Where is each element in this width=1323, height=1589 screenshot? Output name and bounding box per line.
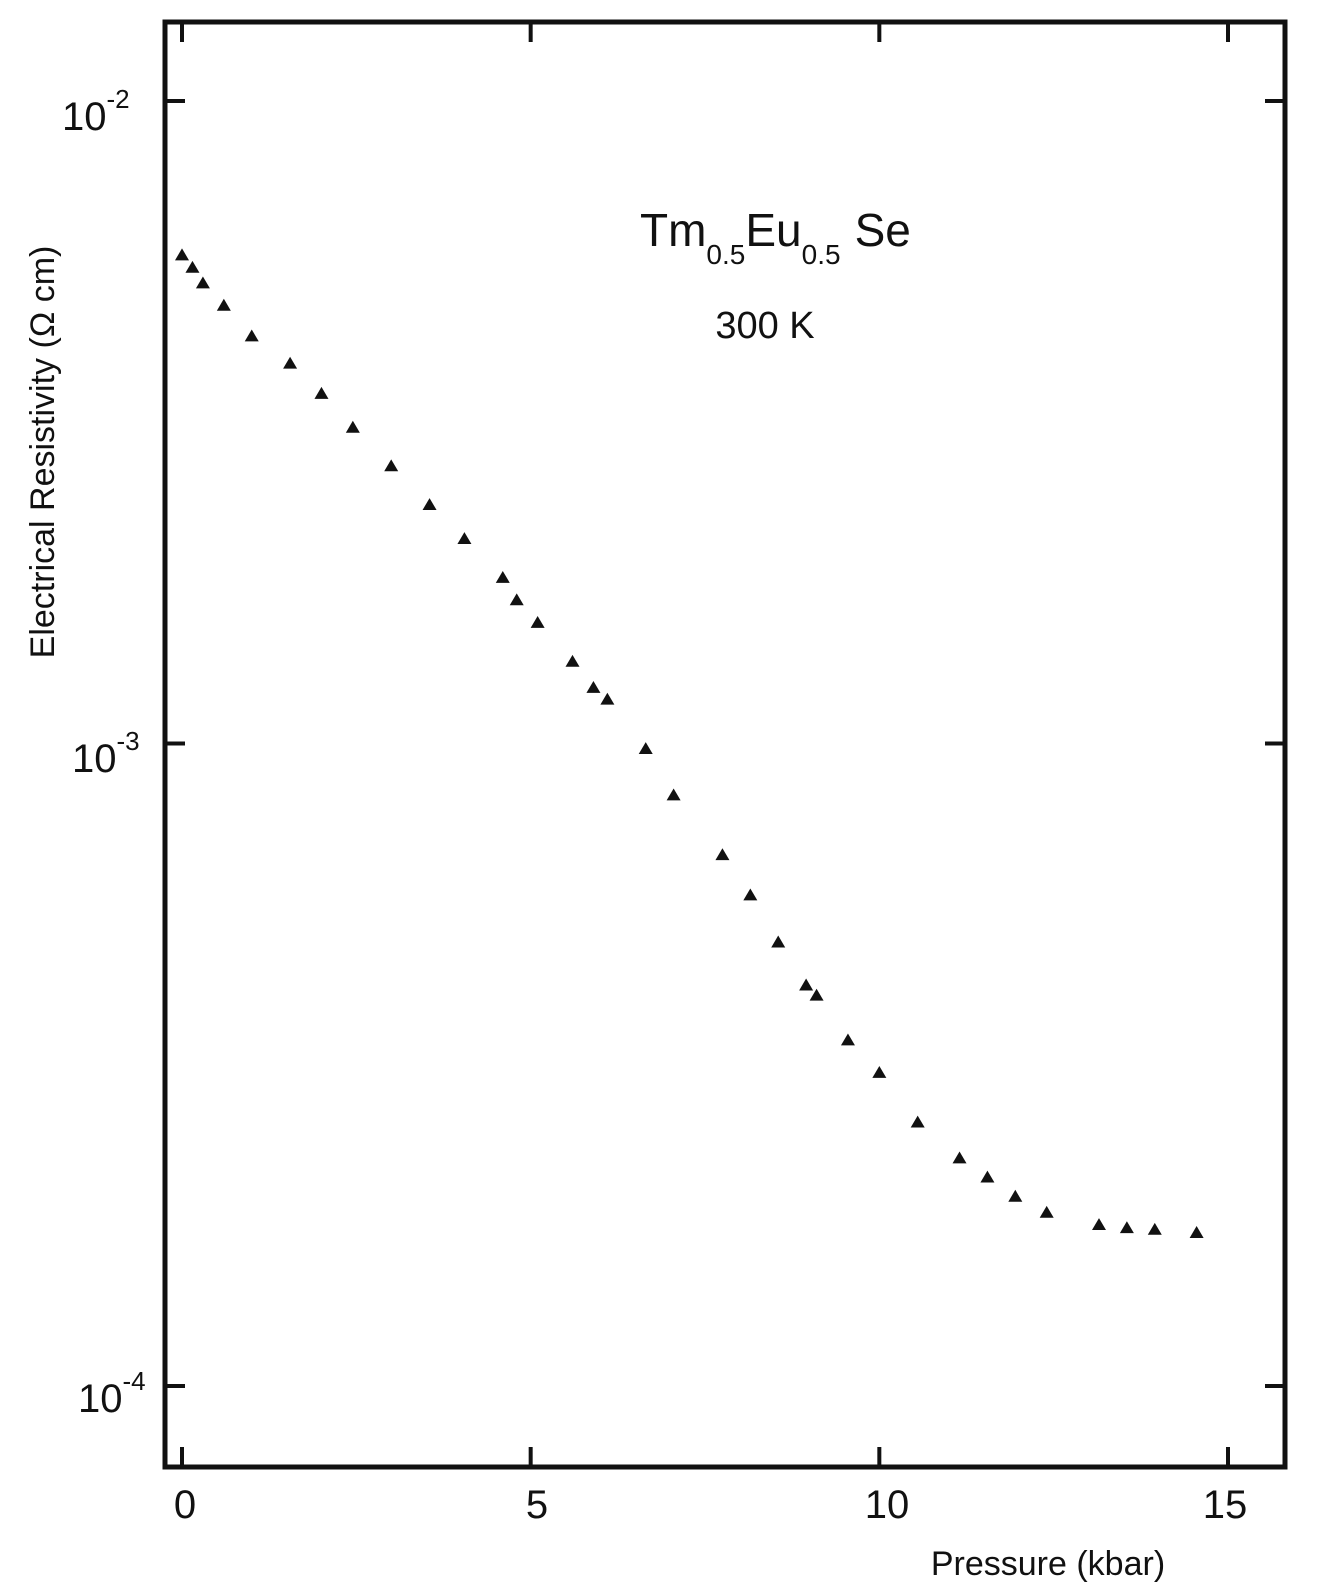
data-point xyxy=(638,742,653,755)
compound-element-tm: Tm xyxy=(640,204,706,256)
compound-subscript: 0.5 xyxy=(706,239,745,270)
data-point xyxy=(910,1115,925,1128)
compound-subscript: 0.5 xyxy=(802,239,841,270)
data-point xyxy=(457,532,472,545)
y-tick-label: 10-2 xyxy=(62,84,130,139)
data-point xyxy=(314,386,329,399)
data-points xyxy=(175,248,1204,1238)
x-tick-label: 10 xyxy=(865,1483,910,1527)
data-point xyxy=(509,593,524,606)
compound-element-se: Se xyxy=(855,204,911,256)
data-point xyxy=(1091,1218,1106,1231)
data-point xyxy=(1008,1189,1023,1202)
data-point xyxy=(586,681,601,693)
data-point xyxy=(244,329,259,342)
data-point xyxy=(666,788,681,801)
axis-ticks xyxy=(165,22,1285,1467)
data-point xyxy=(872,1066,887,1078)
data-point xyxy=(422,498,437,510)
y-tick-label: 10-4 xyxy=(78,1366,146,1421)
x-tick-label: 15 xyxy=(1203,1483,1248,1527)
compound-element-eu: Eu xyxy=(745,204,801,256)
data-point xyxy=(283,356,298,369)
data-point xyxy=(771,935,786,948)
data-point xyxy=(809,988,824,1001)
y-tick-base: 10 xyxy=(62,95,107,139)
data-point xyxy=(175,248,189,261)
y-tick-exponent: -3 xyxy=(117,726,140,756)
data-point xyxy=(1189,1226,1204,1238)
y-tick-base: 10 xyxy=(78,1377,123,1421)
data-point xyxy=(384,459,399,472)
x-axis-title: Pressure (kbar) xyxy=(931,1545,1165,1583)
y-tick-base: 10 xyxy=(72,737,117,781)
x-tick-label: 5 xyxy=(526,1483,548,1527)
compound-label: Tm0.5Eu0.5 Se xyxy=(640,204,911,270)
data-point xyxy=(345,420,360,433)
data-point xyxy=(195,276,210,289)
y-tick-exponent: -4 xyxy=(123,1366,146,1396)
data-point xyxy=(1119,1221,1134,1234)
data-point xyxy=(495,570,510,583)
y-axis-title: Electrical Resistivity (Ω cm) xyxy=(24,246,62,659)
data-point xyxy=(216,298,231,311)
data-point xyxy=(715,848,730,861)
data-point xyxy=(530,616,545,628)
data-point xyxy=(185,260,200,273)
data-point xyxy=(743,888,758,901)
data-point xyxy=(952,1151,967,1164)
y-tick-exponent: -2 xyxy=(107,84,130,114)
x-tick-label: 0 xyxy=(174,1483,196,1527)
data-point xyxy=(980,1170,995,1183)
data-point xyxy=(1147,1222,1162,1235)
temperature-label: 300 K xyxy=(715,305,814,347)
y-tick-label: 10-3 xyxy=(72,726,140,781)
data-point xyxy=(565,654,580,667)
data-point xyxy=(1039,1205,1054,1218)
data-point xyxy=(600,692,615,705)
data-point xyxy=(799,978,814,991)
data-point xyxy=(840,1033,855,1046)
